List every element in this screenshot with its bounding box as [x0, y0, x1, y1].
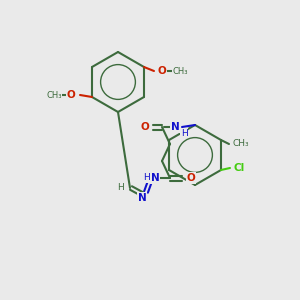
Text: CH₃: CH₃: [233, 140, 249, 148]
Text: N: N: [151, 173, 159, 183]
Text: CH₃: CH₃: [172, 67, 188, 76]
Text: H: H: [181, 128, 188, 137]
Text: CH₃: CH₃: [46, 91, 62, 100]
Text: O: O: [187, 173, 195, 183]
Text: N: N: [138, 193, 146, 203]
Text: H: H: [144, 173, 150, 182]
Text: H: H: [118, 184, 124, 193]
Text: O: O: [158, 66, 166, 76]
Text: Cl: Cl: [233, 163, 244, 173]
Text: N: N: [171, 122, 179, 132]
Text: O: O: [67, 90, 75, 100]
Text: O: O: [141, 122, 149, 132]
